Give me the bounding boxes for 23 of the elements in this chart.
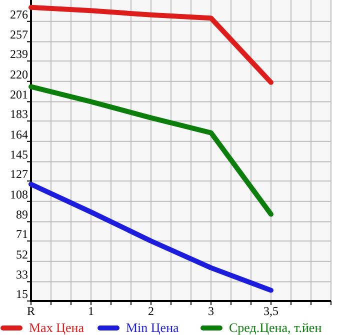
y-tick-label: 71: [16, 227, 28, 241]
legend-label: Min Цена: [126, 320, 180, 335]
y-tick-label: 257: [10, 28, 28, 42]
y-tick-label: 164: [10, 127, 28, 142]
y-tick-label: 52: [16, 247, 28, 262]
y-tick-label: 239: [10, 47, 28, 61]
y-tick-label: 33: [16, 268, 28, 282]
x-tick-label: 1: [88, 304, 94, 318]
x-tick-label: R: [26, 304, 36, 318]
x-tick-label: 3,5: [264, 304, 278, 318]
y-tick-label: 201: [10, 88, 28, 102]
y-tick-label: 89: [16, 208, 28, 222]
y-tick-label: 183: [10, 107, 28, 121]
y-tick-label: 220: [10, 67, 28, 82]
legend-label: Сред.Цена, т.йен: [229, 320, 322, 335]
y-tick-label: 15: [16, 287, 28, 301]
y-tick-label: 108: [10, 187, 28, 202]
y-tick-label: 127: [10, 167, 28, 181]
y-tick-label: 145: [10, 148, 28, 162]
legend-label: Max Цена: [29, 320, 84, 335]
x-tick-label: 2: [148, 304, 154, 318]
y-tick-label: 276: [10, 7, 28, 22]
x-tick-label: 3: [208, 304, 214, 318]
